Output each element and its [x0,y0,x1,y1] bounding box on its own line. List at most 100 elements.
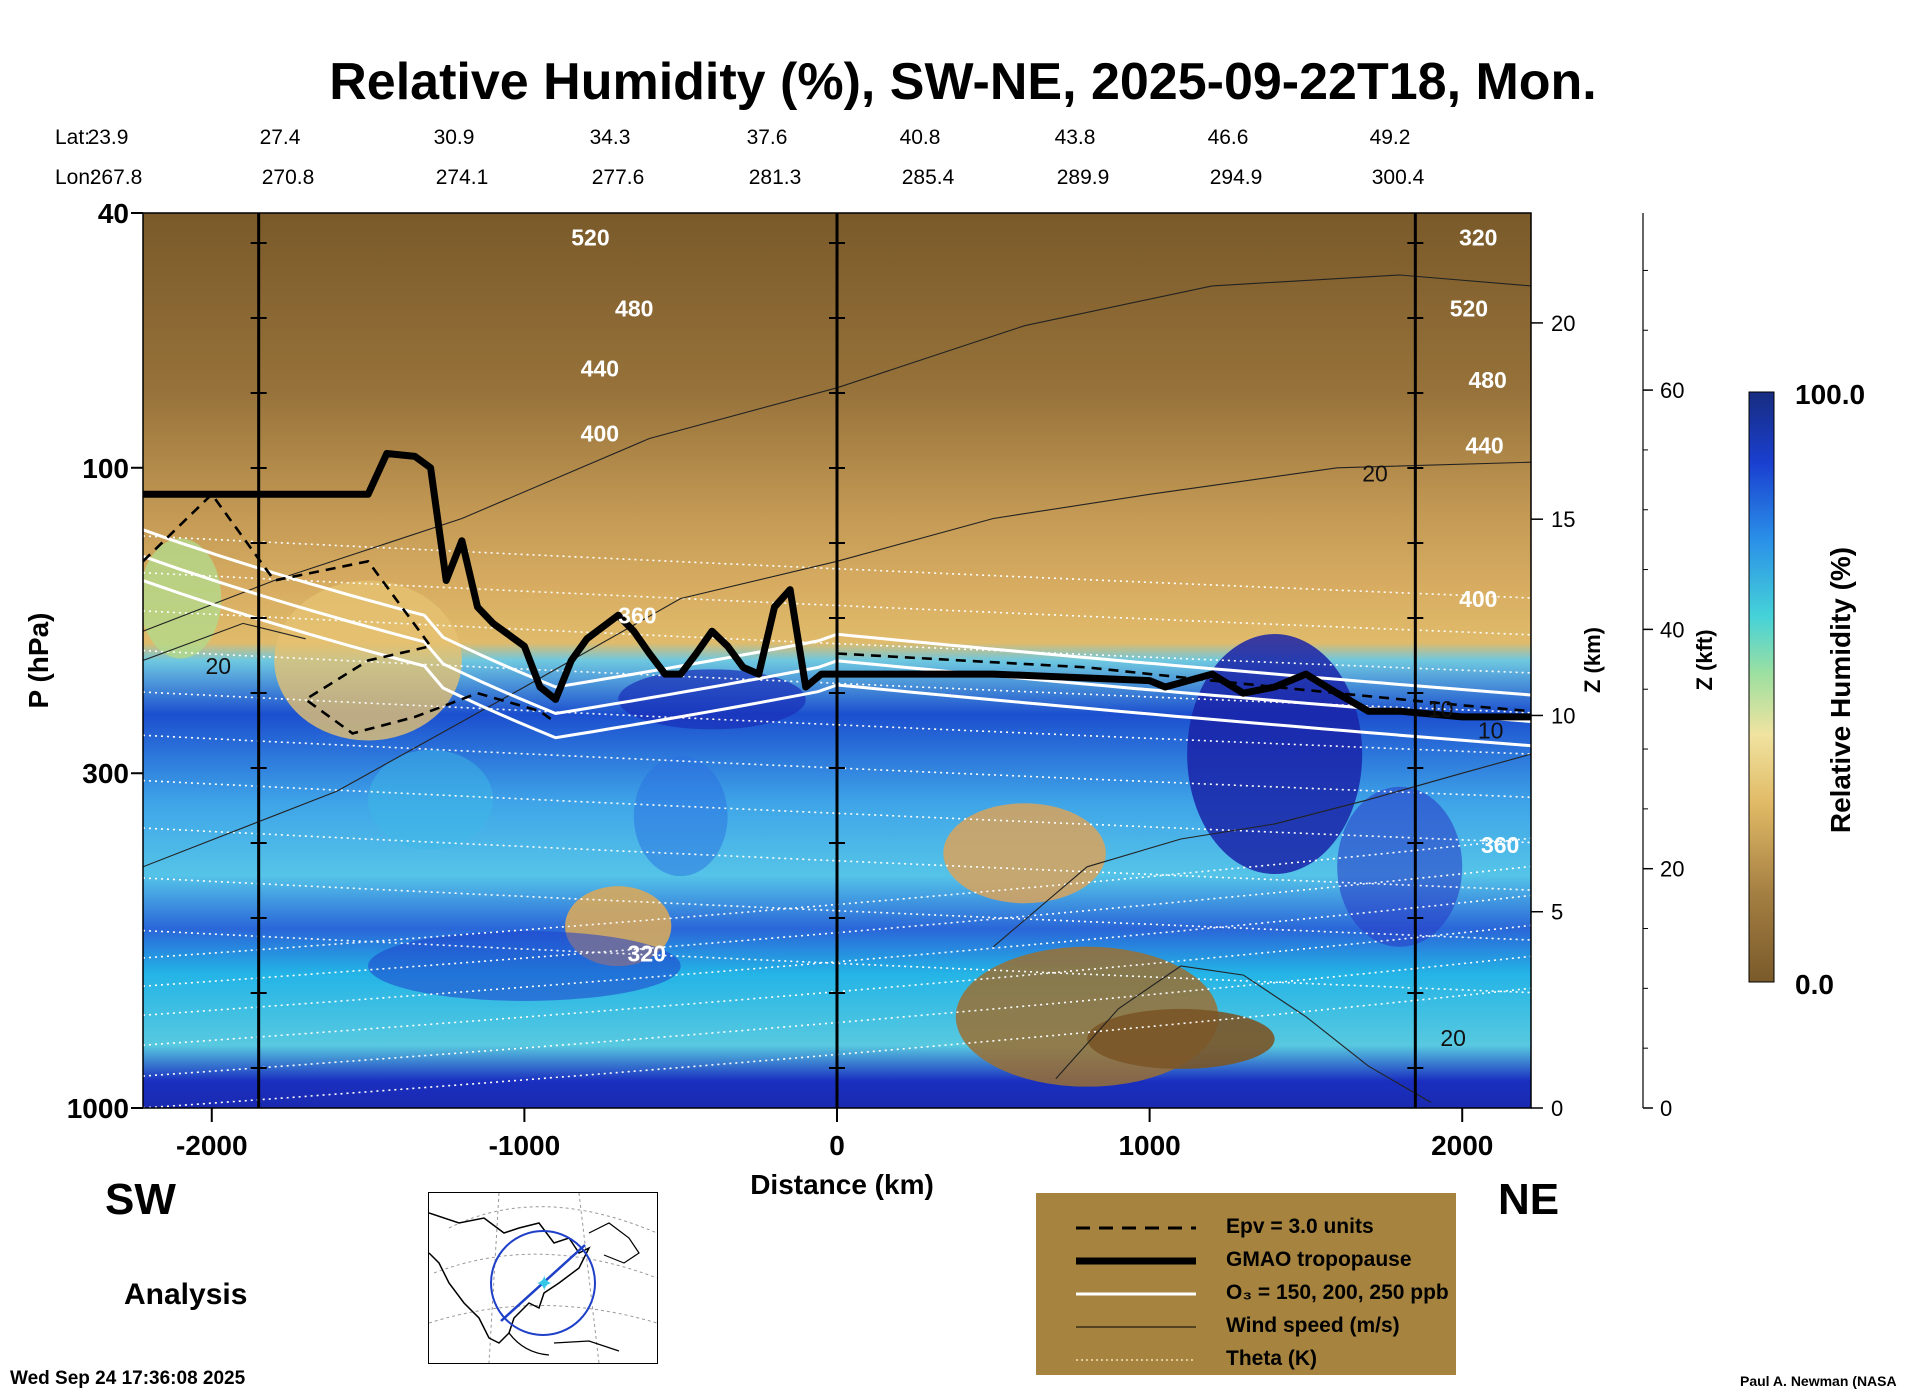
y-axis-label: P (hPa) [23,613,54,709]
lon-value: 281.3 [748,166,802,189]
lon-label: Lon: [55,166,96,189]
legend-swatch [1076,1326,1196,1328]
epv-contour [836,652,1531,713]
wind-label: 20 [1440,1025,1466,1051]
theta-label: 480 [615,295,653,321]
sw-label: SW [105,1175,176,1224]
legend-swatch [1076,1226,1196,1230]
wind-label: 10 [1478,718,1504,744]
wind-contour [143,622,306,662]
locator-map: ✦ [428,1192,658,1364]
colorbar-min: 0.0 [1795,969,1834,1000]
x-axis-label: Distance (km) [750,1169,934,1200]
zkm-label: Z (km) [1580,627,1605,693]
colorbar-max: 100.0 [1795,379,1865,410]
rh-blob [633,756,728,877]
lon-value: 274.1 [435,166,489,189]
theta-label: 440 [1465,433,1503,459]
lat-value: 49.2 [1369,126,1411,149]
chart-title: Relative Humidity (%), SW-NE, 2025-09-22… [329,53,1597,111]
lat-value: 34.3 [589,126,631,149]
colorbar-label: Relative Humidity (%) [1825,547,1856,833]
theta-label: 520 [1450,295,1488,321]
theta-label: 360 [618,602,656,628]
legend-item: Epv = 3.0 units [1036,1213,1456,1243]
lon-value: 294.9 [1209,166,1263,189]
lon-value: 267.8 [89,166,143,189]
legend-item: O₃ = 150, 200, 250 ppb [1036,1279,1456,1309]
legend-label: GMAO tropopause [1226,1248,1412,1271]
wind-label: 20 [206,653,232,679]
rh-blob [618,669,806,730]
legend-swatch [1076,1257,1196,1265]
lon-value: 285.4 [901,166,955,189]
zkm-tick-label: 15 [1551,507,1575,532]
x-tick-label: 0 [829,1130,845,1161]
wind-contour [992,753,1531,948]
y-tick-label: 1000 [67,1093,129,1124]
plot-area: 520 480 440 400 360 320 320 520 480 440 400 360 20 20… [143,213,1531,1108]
lat-value: 27.4 [259,126,301,149]
ne-label: NE [1498,1175,1560,1224]
tropopause-line [143,450,1531,721]
legend-label: Theta (K) [1226,1347,1317,1370]
y-tick-label: 40 [98,198,129,229]
locator-map-drawing: ✦ [429,1193,657,1363]
rh-blob [943,803,1106,904]
x-tick-label: -1000 [489,1130,561,1161]
zkm-tick-label: 20 [1551,311,1575,336]
zkft-label: Z (kft) [1692,629,1717,690]
lat-value: 40.8 [899,126,941,149]
legend-item: GMAO tropopause [1036,1246,1456,1276]
x-tick-label: -2000 [176,1130,248,1161]
rh-blob [1337,786,1463,947]
x-tick-label: 1000 [1118,1130,1180,1161]
legend-swatch [1076,1359,1196,1361]
credit: Paul A. Newman (NASA [1740,1373,1897,1389]
theta-label: 320 [628,940,666,966]
theta-label: 320 [1459,225,1497,251]
lat-label: Lat: [55,126,91,149]
zkft-tick-label: 0 [1660,1096,1672,1121]
lat-value: 43.8 [1054,126,1096,149]
theta-label: 400 [581,421,619,447]
lat-value: 30.9 [433,126,475,149]
lon-value: 289.9 [1056,166,1110,189]
lat-value: 23.9 [87,126,129,149]
theta-label: 480 [1468,367,1506,393]
colorbar [1748,391,1775,983]
y-tick-label: 300 [82,758,129,789]
legend-swatch [1076,1292,1196,1296]
y-tick-label: 100 [82,453,129,484]
zkft-tick-label: 40 [1660,617,1684,642]
lat-value: 37.6 [746,126,788,149]
svg-text:✦: ✦ [535,1272,553,1297]
analysis-label: Analysis [124,1278,248,1311]
lon-value: 270.8 [261,166,315,189]
rh-blob [368,749,494,850]
legend-label: Wind speed (m/s) [1226,1314,1400,1337]
zkft-tick-label: 20 [1660,857,1684,882]
theta-label: 520 [571,225,609,251]
zkm-tick-label: 5 [1551,900,1563,925]
theta-label: 440 [581,355,619,381]
legend-label: O₃ = 150, 200, 250 ppb [1226,1281,1449,1304]
wind-label: 20 [1362,460,1388,486]
lon-value: 300.4 [1371,166,1425,189]
zkm-tick-label: 0 [1551,1096,1563,1121]
x-tick-label: 2000 [1431,1130,1493,1161]
legend-item: Theta (K) [1036,1345,1456,1375]
rh-blob [1087,1008,1275,1069]
rh-blob [1187,634,1363,875]
lon-value: 277.6 [591,166,645,189]
zkm-tick-label: 10 [1551,703,1575,728]
theta-label: 400 [1459,586,1497,612]
zkft-tick-label: 60 [1660,378,1684,403]
legend: Epv = 3.0 units GMAO tropopause O₃ = 150, … [1036,1193,1456,1375]
wind-contour [1055,965,1432,1103]
lat-value: 46.6 [1207,126,1249,149]
theta-label: 360 [1481,832,1519,858]
rh-blob [368,930,681,1001]
rh-blob [143,538,222,659]
